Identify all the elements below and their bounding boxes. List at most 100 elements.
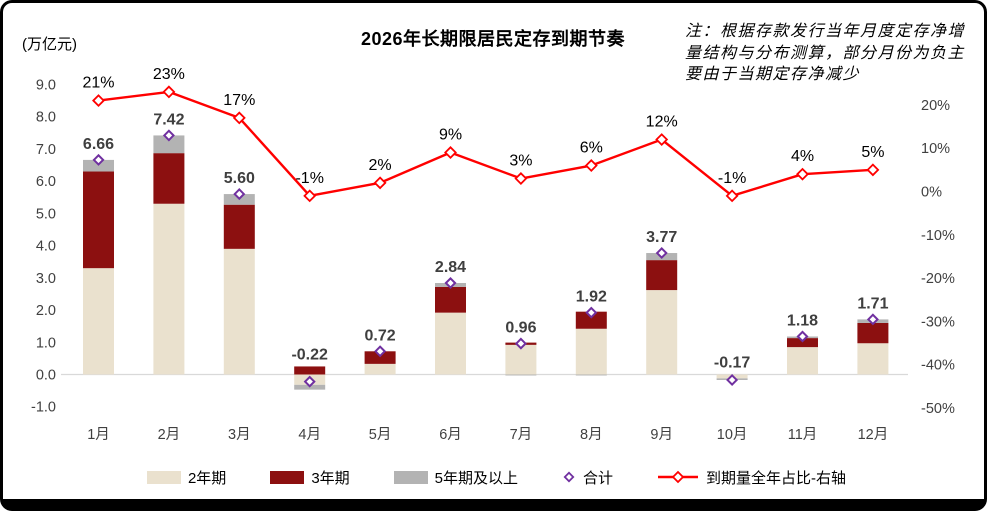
right-axis-tick-label: -50% <box>921 401 955 417</box>
left-axis-tick-label: 7.0 <box>36 142 56 158</box>
line-marker-icon <box>796 167 809 181</box>
line-value-label: 17% <box>223 92 255 109</box>
right-axis-tick-label: 10% <box>921 141 950 157</box>
left-axis-tick-label: 1.0 <box>36 335 56 351</box>
bar-value-label: 3.77 <box>646 229 677 246</box>
bar-segment <box>787 338 818 348</box>
line-value-label: 23% <box>153 66 185 83</box>
total-marker-icon <box>92 153 105 166</box>
total-marker-icon <box>233 188 246 201</box>
total-marker-icon <box>374 345 387 358</box>
total-marker-icon <box>303 375 316 388</box>
bar-segment <box>787 347 818 375</box>
x-axis-label: 7月 <box>510 427 533 443</box>
legend-label: 到期量全年占比-右轴 <box>706 469 847 487</box>
legend-item: 5年期及以上 <box>393 467 518 488</box>
legend-swatch-icon <box>393 470 428 484</box>
line-value-label: 6% <box>580 140 603 157</box>
x-axis-label: 12月 <box>858 427 889 443</box>
line-marker-icon <box>373 176 387 190</box>
line-value-label: 21% <box>82 75 114 92</box>
bar-value-label: -0.22 <box>291 346 328 363</box>
total-marker-icon <box>866 313 879 326</box>
left-axis-tick-label: 8.0 <box>36 110 56 126</box>
bar-segment <box>364 351 396 364</box>
bar-segment <box>505 374 537 376</box>
total-marker-icon <box>444 276 457 290</box>
bar-segment <box>857 322 889 344</box>
bar-segment <box>83 268 114 375</box>
bar-value-label: 1.92 <box>576 289 607 306</box>
x-axis-label: 8月 <box>580 427 603 443</box>
bar-value-label: 1.71 <box>857 295 888 312</box>
left-axis-tick-label: 0.0 <box>36 368 56 384</box>
legend-item: 到期量全年占比-右轴 <box>657 467 846 488</box>
legend-item: 3年期 <box>270 467 350 488</box>
bar-segment <box>153 135 185 154</box>
x-axis-label: 10月 <box>717 427 748 443</box>
bar-segment <box>153 153 185 204</box>
bar-segment <box>575 328 607 375</box>
line-value-label: 9% <box>439 127 462 144</box>
line-marker-icon <box>303 189 317 203</box>
line-value-label: 2% <box>369 157 392 174</box>
x-axis-label: 2月 <box>158 427 181 443</box>
line-marker-icon <box>725 189 739 203</box>
x-axis-label: 6月 <box>439 427 462 443</box>
left-axis-tick-label: 2.0 <box>36 303 56 319</box>
line-marker-icon <box>514 172 528 185</box>
legend-label: 合计 <box>583 469 614 487</box>
bar-value-label: 1.18 <box>787 312 818 329</box>
line-value-label: 5% <box>861 144 884 161</box>
legend-diamond-icon <box>563 471 575 483</box>
bar-segment <box>435 312 466 375</box>
bar-segment <box>223 204 255 249</box>
bar-segment <box>575 311 607 329</box>
bar-value-label: 0.96 <box>505 320 536 337</box>
legend-label: 5年期及以上 <box>434 469 518 487</box>
total-marker-icon <box>796 330 809 343</box>
legend-swatch-icon <box>270 470 305 484</box>
plot-area: 9.0 8.0 7.0 6.0 5.0 4.0 3.0 2.0 1.0 0.0 -1.0 20% 10%… <box>31 66 955 443</box>
bar-value-label: 5.60 <box>224 170 255 187</box>
bar-segment <box>83 171 114 269</box>
line-value-label: 4% <box>791 148 814 165</box>
legend-swatch-icon <box>146 470 181 484</box>
bar-segment <box>223 248 255 375</box>
line-marker-icon <box>584 159 598 172</box>
legend-label: 2年期 <box>187 469 227 487</box>
bar-segment <box>364 363 396 375</box>
total-marker-icon <box>726 373 739 386</box>
bar-segment <box>294 366 326 375</box>
legend-label: 3年期 <box>311 469 350 487</box>
line-marker-icon <box>162 85 176 99</box>
total-marker-icon <box>585 306 598 319</box>
x-axis-label: 5月 <box>369 427 392 443</box>
right-axis-tick-label: -40% <box>921 358 955 374</box>
bar-value-label: 0.72 <box>365 327 396 344</box>
total-marker-icon <box>655 247 668 260</box>
x-axis-label: 11月 <box>788 427 818 443</box>
x-axis-label: 9月 <box>650 427 673 443</box>
line-value-label: -1% <box>718 170 746 187</box>
right-axis-tick-label: -30% <box>921 314 955 330</box>
bar-segment <box>857 343 889 375</box>
line-marker-icon <box>444 146 457 160</box>
legend-item: 合计 <box>562 467 613 488</box>
right-axis-tick-label: -10% <box>921 228 955 244</box>
total-marker-icon <box>514 337 527 350</box>
bar-value-label: -0.17 <box>714 355 751 372</box>
chart-note: 注：根据存款发行当年月度定存净增量结构与分布测算，部分月份为负主要由于当期定存净… <box>685 23 966 83</box>
x-axis-label: 3月 <box>228 427 251 443</box>
line-marker-icon <box>866 163 880 177</box>
left-axis-unit-label: (万亿元) <box>22 36 77 53</box>
legend-line-diamond-icon <box>658 470 699 484</box>
bar-value-label: 7.42 <box>153 111 184 128</box>
line-value-label: 12% <box>646 114 678 131</box>
right-axis-tick-label: 0% <box>921 185 942 201</box>
left-axis-tick-label: 3.0 <box>36 271 56 287</box>
bar-segment <box>153 203 185 375</box>
line-value-label: 3% <box>509 153 532 170</box>
bar-segment <box>575 374 607 376</box>
